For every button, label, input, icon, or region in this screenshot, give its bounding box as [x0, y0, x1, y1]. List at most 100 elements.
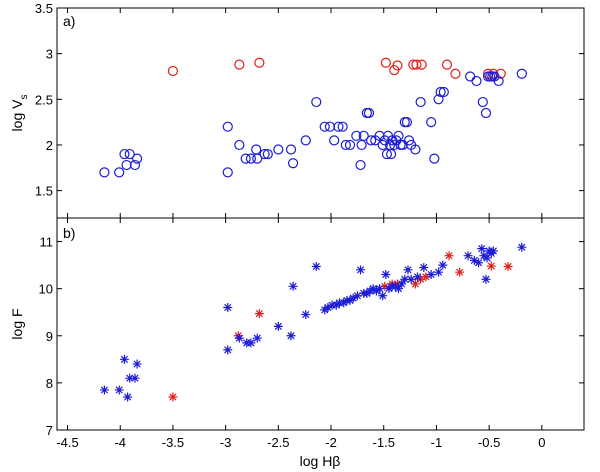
panel-a-ylabel-base: log V [9, 99, 25, 132]
point-blue-asterisk [400, 274, 410, 284]
panel-a-ticks: 1.5 2 2.5 3 3.5 [35, 1, 584, 218]
point-blue-circle [355, 159, 366, 171]
point-blue-circle [358, 130, 369, 141]
point-blue-circle [132, 153, 143, 164]
panel-a-y-tick-label: 2.5 [35, 92, 53, 107]
point-blue-asterisk [378, 291, 388, 301]
panel-a-y-tick-label: 3 [46, 47, 53, 62]
point-blue-circle [435, 86, 446, 98]
point-blue-circle [377, 139, 388, 151]
x-tick-label: -4.5 [56, 435, 78, 450]
point-blue-circle [240, 153, 251, 164]
panel-b-y-tick-label: 8 [46, 376, 53, 391]
point-blue-circle [245, 153, 257, 164]
point-blue-circle [438, 86, 449, 98]
point-blue-asterisk [426, 270, 436, 280]
point-red-asterisk [410, 279, 420, 289]
point-blue-asterisk [223, 303, 233, 313]
point-blue-asterisk [246, 338, 256, 348]
point-blue-circle [344, 139, 356, 151]
point-blue-circle [114, 167, 125, 178]
point-blue-asterisk [348, 293, 358, 303]
point-blue-circle [433, 94, 444, 105]
panel-b-y-tick-label: 11 [40, 235, 54, 250]
point-blue-asterisk [323, 303, 333, 313]
point-blue-asterisk [419, 262, 429, 272]
point-blue-asterisk [438, 260, 448, 270]
point-blue-asterisk [477, 244, 487, 254]
point-blue-circle [234, 139, 245, 151]
point-blue-asterisk [412, 272, 422, 282]
point-red-circle [411, 59, 422, 70]
point-blue-circle [337, 121, 348, 132]
panel-b-ylabel: log F [9, 308, 25, 339]
point-blue-circle [340, 139, 351, 151]
point-blue-asterisk [469, 255, 479, 265]
point-red-circle [234, 59, 245, 70]
panel-a-ylabel: log Vs [9, 95, 30, 132]
x-tick-label: -2.5 [267, 435, 289, 450]
panel-a: a) 1.5 2 2.5 3 3.5 log Vs [9, 1, 585, 219]
point-blue-circle [99, 167, 110, 178]
point-blue-asterisk [517, 242, 527, 252]
point-blue-asterisk [434, 267, 444, 277]
point-red-circle [392, 60, 403, 71]
point-red-circle [167, 65, 179, 77]
point-blue-circle [465, 71, 476, 82]
point-blue-circle [222, 121, 233, 132]
point-blue-circle [493, 75, 504, 87]
x-tick-label: -0.5 [478, 435, 500, 450]
point-blue-circle [262, 148, 273, 160]
point-blue-asterisk [119, 354, 129, 364]
point-blue-asterisk [99, 385, 109, 395]
x-tick-label: -1 [431, 435, 443, 450]
panel-b-ticks: -4.5 -4 -3.5 -3 -2.5 -2 -1.5 -1 -0.5 0 7 8 9 10 11 [39, 218, 584, 450]
point-blue-asterisk [125, 373, 135, 383]
point-blue-circle [124, 148, 135, 160]
x-tick-label: -3.5 [162, 435, 184, 450]
point-red-asterisk [380, 281, 390, 291]
x-tick-label: -2 [325, 435, 337, 450]
point-blue-asterisk [301, 310, 311, 320]
panel-a-ylabel-sub: s [19, 95, 30, 100]
panel-b-y-tick-label: 7 [46, 423, 53, 438]
point-blue-circle [471, 75, 482, 87]
point-blue-asterisk [463, 251, 473, 261]
x-tick-label: -4 [114, 435, 126, 450]
point-blue-circle [129, 159, 141, 171]
point-blue-circle [365, 135, 377, 146]
point-blue-asterisk [234, 333, 244, 343]
point-blue-circle [429, 153, 440, 164]
point-blue-asterisk [114, 385, 124, 395]
point-blue-asterisk [397, 279, 407, 289]
point-blue-circle [399, 117, 410, 128]
point-blue-asterisk [393, 284, 403, 294]
point-blue-circle [324, 121, 336, 132]
point-red-asterisk [486, 261, 496, 271]
point-blue-asterisk [286, 331, 296, 341]
point-red-asterisk [421, 272, 431, 282]
point-blue-circle [351, 130, 362, 141]
point-blue-circle [121, 159, 132, 171]
panel-a-label: a) [63, 13, 75, 29]
point-blue-asterisk [403, 265, 413, 275]
point-blue-circle [415, 96, 426, 108]
point-red-circle [380, 57, 391, 68]
panel-b-points [99, 242, 527, 402]
point-blue-asterisk [130, 373, 140, 383]
point-blue-circle [311, 96, 322, 108]
point-blue-circle [410, 144, 421, 155]
point-blue-circle [381, 148, 393, 160]
point-blue-circle [252, 153, 263, 164]
point-blue-asterisk [311, 262, 321, 272]
x-tick-label: 0 [538, 435, 545, 450]
point-blue-asterisk [288, 281, 298, 291]
point-blue-circle [251, 144, 262, 155]
point-red-asterisk [503, 262, 513, 272]
point-blue-circle [273, 144, 284, 155]
point-red-circle [450, 68, 461, 79]
point-blue-asterisk [381, 270, 391, 280]
point-blue-asterisk [123, 392, 133, 402]
panel-a-y-tick-label: 2 [46, 138, 53, 153]
